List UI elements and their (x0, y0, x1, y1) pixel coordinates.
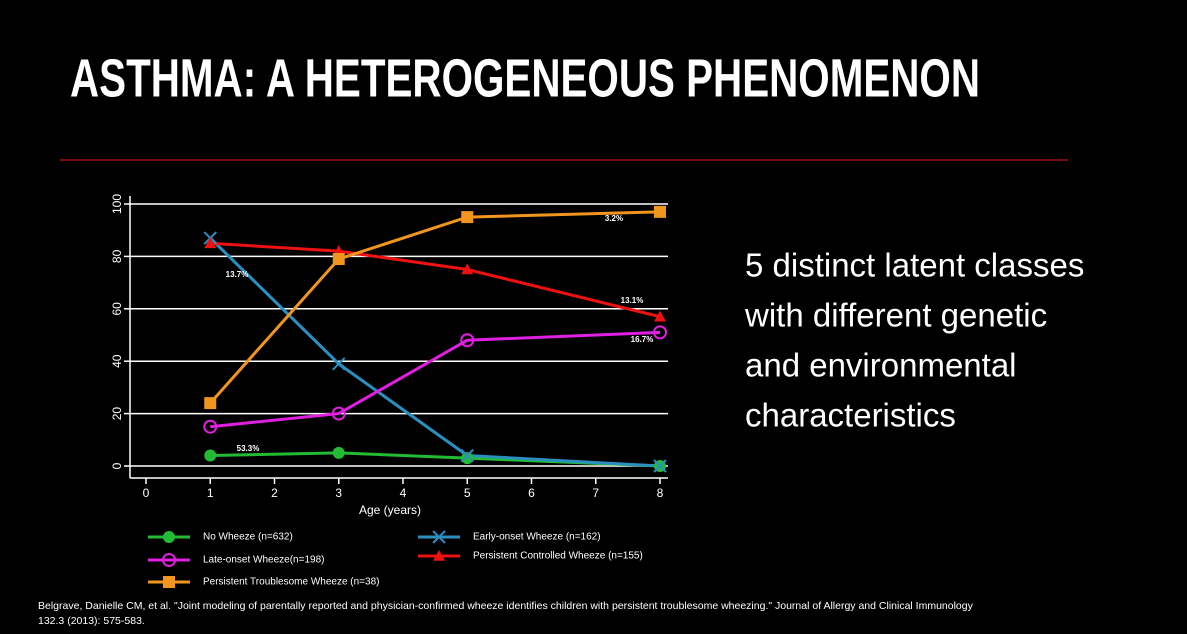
point (204, 449, 217, 462)
side-text-line: 5 distinct latent classes (745, 247, 1084, 284)
y-tick-label: 100 (110, 194, 124, 214)
side-text-line: with different genetic (744, 297, 1047, 334)
y-tick-label: 80 (110, 249, 124, 263)
x-tick-label: 8 (657, 486, 664, 500)
point (461, 452, 474, 465)
legend-label: Early-onset Wheeze (n=162) (473, 532, 601, 543)
series-line (210, 330, 661, 429)
point (461, 211, 474, 224)
point (331, 406, 346, 421)
point (204, 237, 217, 249)
point (332, 446, 345, 459)
point (332, 357, 346, 371)
citation: Belgrave, Danielle CM, et al. "Joint mod… (38, 600, 974, 627)
point (460, 448, 474, 463)
series-line (210, 241, 661, 319)
point (654, 205, 666, 218)
point (653, 459, 667, 473)
x-tick-label: 2 (271, 486, 278, 500)
x-tick-label: 1 (207, 486, 214, 500)
point (653, 325, 667, 340)
legend-marker (432, 530, 446, 544)
point (332, 253, 345, 266)
legend-label: Persistent Controlled Wheeze (n=155) (473, 551, 643, 562)
citation-line: 132.3 (2013): 575-583. (38, 615, 145, 627)
legend-marker (163, 531, 175, 543)
y-tick-label: 20 (110, 407, 124, 421)
legend-label: No Wheeze (n=632) (203, 532, 293, 543)
side-text-line: and environmental (745, 347, 1017, 384)
legend-marker (163, 576, 175, 588)
side-text: 5 distinct latent classes with different … (744, 247, 1084, 434)
annotation: 13.1% (621, 296, 644, 305)
legend-label: Persistent Troublesome Wheeze (n=38) (203, 577, 379, 588)
point (460, 333, 475, 348)
series-line (209, 236, 661, 468)
annotation: 16.7% (631, 335, 654, 344)
annotation: 3.2% (605, 214, 623, 223)
y-tick-label: 60 (110, 302, 124, 316)
x-tick-label: 3 (335, 486, 342, 500)
x-tick-label: 7 (592, 486, 599, 500)
citation-line: Belgrave, Danielle CM, et al. "Joint mod… (38, 600, 974, 612)
annotation: 13.7% (226, 270, 249, 279)
legend-marker (433, 550, 445, 561)
point (203, 419, 218, 434)
point (204, 397, 217, 410)
legend-label: Late-onset Wheeze(n=198) (203, 555, 324, 566)
point (461, 263, 474, 275)
x-tick-label: 5 (464, 486, 471, 500)
series-line (209, 210, 661, 405)
x-axis-label: Age (years) (359, 503, 421, 517)
x-tick-label: 6 (528, 486, 535, 500)
annotation: 53.3% (237, 444, 260, 453)
y-tick-label: 40 (110, 354, 124, 368)
x-tick-label: 0 (143, 486, 150, 500)
x-tick-label: 4 (400, 486, 407, 500)
legend-marker (162, 553, 176, 567)
slide-title: ASTHMA: A HETEROGENEOUS PHENOMENON (70, 48, 980, 108)
side-text-line: characteristics (745, 397, 956, 434)
y-tick-label: 0 (110, 462, 124, 469)
point (654, 310, 666, 322)
chart: 0 20 40 60 80 100 0 1 2 3 4 5 6 7 8 Age (years) 53.3% 13.… (110, 194, 668, 588)
